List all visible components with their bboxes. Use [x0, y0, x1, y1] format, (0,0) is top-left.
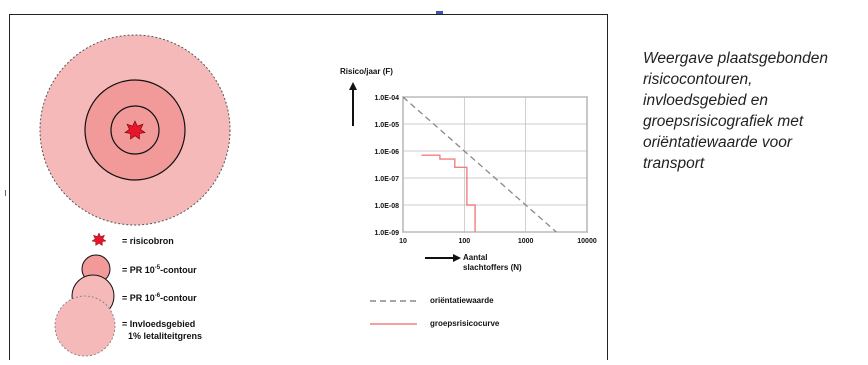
x-tick-label: 100: [458, 238, 470, 245]
chart-ylabel: Risico/jaar (F): [340, 67, 393, 76]
caption-line-3: invloedsgebied en: [643, 92, 768, 109]
legend-influence-label-2: 1% letaliteitgrens: [128, 331, 202, 341]
y-tick-label: 1.0E-09: [374, 230, 399, 237]
group-risk-curve: [421, 154, 476, 232]
legend-orientation-label: oriëntatiewaarde: [430, 296, 494, 305]
y-tick-label: 1.0E-05: [374, 122, 399, 129]
x-tick-label: 10: [399, 238, 407, 245]
caption-line-6: transport: [643, 155, 705, 172]
figure-caption: Weergave plaatsgebonden risicocontouren,…: [643, 48, 865, 174]
xlabel-arrow-head: [453, 254, 461, 262]
caption-line-5: oriëntatiewaarde voor: [643, 134, 793, 151]
caption-line-4: groepsrisicografiek met: [643, 113, 804, 130]
plot-area: [402, 96, 588, 233]
chart-xlabel-2: slachtoffers (N): [463, 263, 522, 272]
legend-group-risk-label: groepsrisicocurve: [430, 319, 500, 328]
risicobron-star: [124, 120, 146, 140]
y-tick-label: 1.0E-06: [374, 149, 399, 156]
caption-line-2: risicocontouren,: [643, 71, 753, 88]
left-edge-tick: [5, 190, 6, 196]
x-tick-label: 1000: [518, 238, 534, 245]
fn-chart: Risico/jaar (F) 1.0E-04 1.0E-05 1.0E-06 1.0…: [340, 67, 597, 272]
top-marker: [436, 11, 443, 14]
y-tick-label: 1.0E-07: [374, 176, 399, 183]
y-tick-label: 1.0E-08: [374, 203, 399, 210]
legend-source-label: = risicobron: [122, 236, 174, 246]
legend-source-star: [91, 232, 107, 246]
y-tick-label: 1.0E-04: [374, 95, 399, 102]
x-tick-label: 10000: [577, 238, 597, 245]
orientation-value-line: [402, 96, 557, 233]
chart-xlabel-1: Aantal: [463, 253, 487, 262]
figure-frame: [9, 14, 608, 360]
caption-line-1: Weergave plaatsgebonden: [643, 50, 828, 67]
legend-pr5-label: = PR 10-5-contour: [122, 265, 197, 275]
ylabel-arrow-head: [349, 82, 357, 90]
legend-pr6-label: = PR 10-6-contour: [122, 293, 197, 303]
legend-influence-circle: [54, 295, 116, 357]
legend-influence-label-1: = Invloedsgebied: [122, 319, 195, 329]
